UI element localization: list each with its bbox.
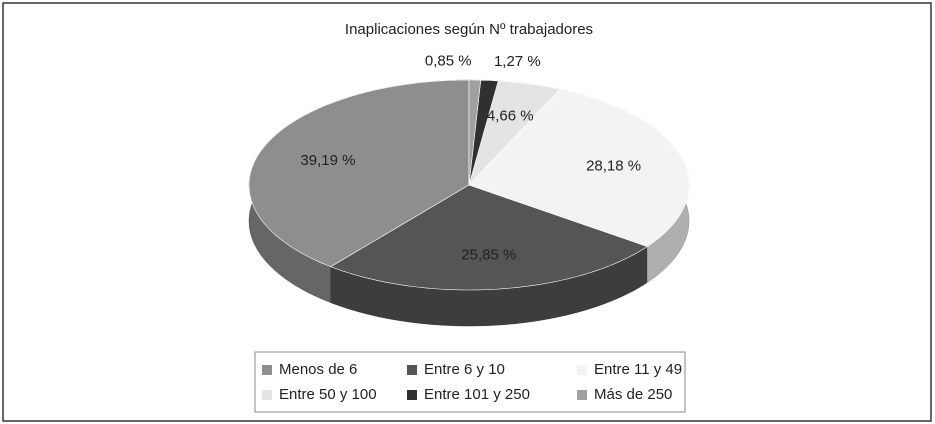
legend: Menos de 6 Entre 6 y 10 Entre 11 y 49 Entre… bbox=[262, 361, 682, 403]
legend-label: Más de 250 bbox=[594, 386, 672, 403]
legend-swatch bbox=[577, 390, 587, 400]
slice bbox=[468, 89, 690, 247]
legend-box bbox=[254, 351, 686, 413]
pie-tops bbox=[248, 79, 690, 291]
pie-labels: 39,19 % 25,85 % 28,18 % 4,66 % 1,27 % 0,85 % bbox=[300, 52, 641, 263]
slice bbox=[248, 79, 470, 268]
legend-label: Entre 11 y 49 bbox=[594, 361, 682, 378]
data-label: 1,27 % bbox=[494, 53, 541, 70]
legend-label: Entre 101 y 250 bbox=[424, 386, 530, 403]
slice bbox=[468, 80, 561, 186]
legend-swatch bbox=[577, 365, 587, 375]
slice bbox=[330, 184, 648, 291]
legend-swatch bbox=[407, 365, 417, 375]
data-label: 28,18 % bbox=[586, 158, 641, 175]
legend-swatch bbox=[262, 365, 272, 375]
legend-label: Entre 50 y 100 bbox=[279, 386, 377, 403]
legend-label: Menos de 6 bbox=[279, 361, 357, 378]
data-label: 4,66 % bbox=[487, 107, 534, 124]
legend-swatch bbox=[262, 390, 272, 400]
legend-label: Entre 6 y 10 bbox=[424, 361, 505, 378]
data-label: 39,19 % bbox=[300, 152, 355, 169]
chart-title: Inaplicaciones según Nº trabajadores bbox=[345, 21, 593, 38]
legend-swatch bbox=[407, 390, 417, 400]
data-label: 25,85 % bbox=[461, 247, 516, 264]
data-label: 0,85 % bbox=[425, 52, 472, 69]
slice bbox=[468, 79, 482, 186]
